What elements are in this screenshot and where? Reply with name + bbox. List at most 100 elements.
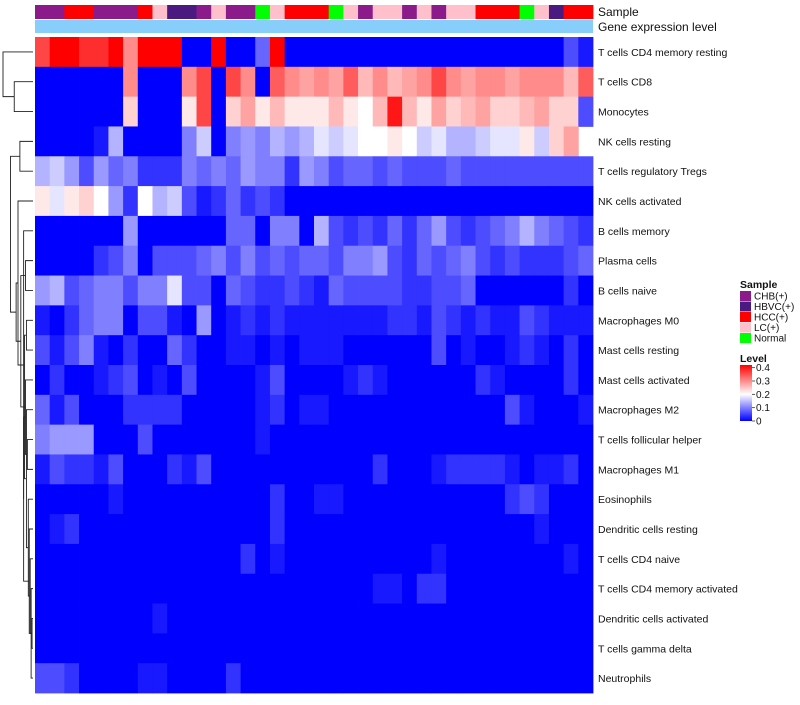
heatmap-cell: [446, 424, 462, 455]
heatmap-cell: [196, 633, 212, 664]
heatmap-cell: [416, 484, 432, 515]
heatmap-cell: [299, 37, 315, 68]
heatmap-cell: [152, 275, 168, 306]
heatmap-cell: [137, 96, 153, 127]
heatmap-cell: [181, 603, 197, 634]
heatmap-cell: [387, 245, 403, 276]
sample-legend-swatch: [740, 322, 751, 333]
heatmap-cell: [548, 663, 565, 694]
heatmap-cell: [167, 365, 183, 396]
heatmap-cell: [490, 365, 506, 396]
heatmap-cell: [49, 394, 65, 426]
heatmap-cell: [343, 126, 359, 157]
heatmap-cell: [343, 394, 359, 426]
heatmap-cell: [152, 514, 168, 545]
heatmap-cell: [460, 96, 476, 127]
heatmap-cell: [35, 156, 51, 187]
heatmap-cell: [108, 96, 124, 127]
heatmap-cell: [269, 66, 286, 98]
heatmap-cell: [35, 603, 51, 634]
heatmap-cell: [534, 603, 550, 634]
heatmap-cell: [240, 394, 256, 426]
level-tick-label: 0.3: [756, 377, 770, 388]
heatmap-cell: [416, 305, 432, 336]
heatmap-cell: [460, 215, 476, 247]
heatmap-cell: [284, 663, 300, 694]
level-tick-label: 0: [756, 417, 762, 428]
heatmap-cell: [416, 96, 432, 127]
heatmap-cell: [504, 245, 520, 276]
heatmap-cell: [578, 514, 594, 545]
heatmap-cell: [431, 663, 447, 694]
heatmap-cell: [460, 663, 476, 694]
heatmap-cell: [328, 96, 344, 127]
heatmap-cell: [167, 186, 183, 217]
heatmap-cell: [225, 633, 241, 664]
heatmap-cell: [328, 365, 344, 396]
sample-track-cell: [269, 5, 286, 19]
heatmap-cell: [196, 126, 212, 157]
heatmap-cell: [475, 514, 491, 545]
heatmap-cell: [343, 424, 359, 455]
heatmap-cell: [79, 37, 95, 68]
row-label: Dendritic cells resting: [598, 524, 698, 536]
heatmap-cell: [225, 66, 241, 98]
heatmap-cell: [343, 305, 359, 336]
heatmap-cell: [460, 603, 476, 634]
heatmap-cell: [387, 394, 403, 426]
heatmap-cell: [314, 365, 330, 396]
heatmap-cell: [328, 514, 344, 545]
heatmap-cell: [181, 335, 197, 366]
heatmap-cell: [269, 335, 286, 366]
heatmap-cell: [431, 484, 447, 515]
heatmap-cell: [548, 245, 565, 276]
heatmap-cell: [431, 245, 447, 276]
heatmap-cell: [211, 633, 227, 664]
heatmap-cell: [578, 275, 594, 306]
heatmap-cell: [534, 663, 550, 694]
heatmap-cell: [49, 37, 65, 68]
heatmap-cell: [196, 186, 212, 217]
heatmap-cell: [314, 484, 330, 515]
heatmap-cell: [534, 484, 550, 515]
heatmap-cell: [211, 394, 227, 426]
heatmap-cell: [343, 633, 359, 664]
heatmap-cell: [578, 424, 594, 455]
heatmap-cell: [211, 335, 227, 366]
heatmap-cell: [93, 424, 109, 455]
heatmap-cell: [196, 305, 212, 336]
sample-legend-items: CHB(+)HBVC(+)HCC(+)LC(+)Normal: [740, 291, 794, 345]
heatmap-cell: [328, 394, 344, 426]
heatmap-cell: [255, 633, 271, 664]
heatmap-cell: [504, 275, 520, 306]
heatmap-cell: [181, 66, 197, 98]
heatmap-cell: [225, 543, 241, 575]
heatmap-cell: [504, 633, 520, 664]
row-label: T cells regulatory Tregs: [598, 166, 707, 178]
heatmap-cell: [343, 603, 359, 634]
heatmap-cell: [548, 454, 565, 485]
heatmap-cell: [225, 96, 241, 127]
heatmap-cell: [475, 96, 491, 127]
heatmap-cell: [387, 66, 403, 98]
heatmap-cell: [137, 543, 153, 575]
heatmap-cell: [167, 305, 183, 336]
heatmap-cell: [269, 394, 286, 426]
heatmap-cell: [79, 663, 95, 694]
heatmap-cell: [284, 365, 300, 396]
heatmap-cell: [387, 305, 403, 336]
heatmap-cell: [504, 215, 520, 247]
heatmap-cell: [167, 96, 183, 127]
heatmap-cell: [93, 186, 109, 217]
heatmap-cell: [460, 394, 476, 426]
heatmap-cell: [240, 573, 256, 604]
row-label: T cells follicular helper: [598, 435, 702, 447]
heatmap-cell: [519, 275, 535, 306]
heatmap-cell: [314, 514, 330, 545]
heatmap-cell: [240, 186, 256, 217]
heatmap-cell: [578, 305, 594, 336]
heatmap-cell: [167, 424, 183, 455]
heatmap-cell: [387, 275, 403, 306]
heatmap-cell: [123, 603, 139, 634]
